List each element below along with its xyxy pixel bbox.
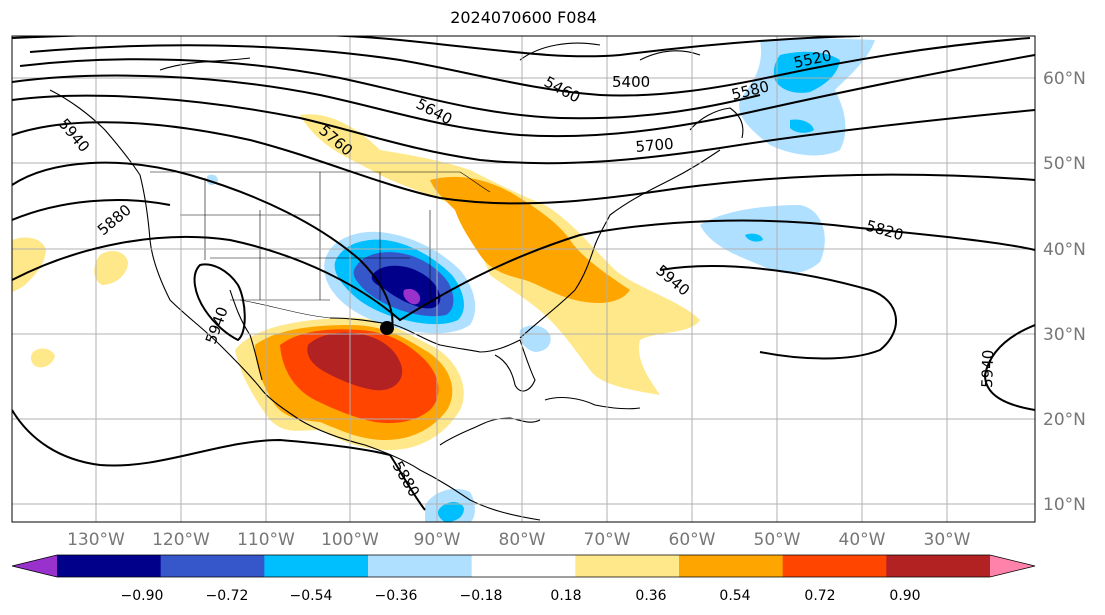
colorbar [11, 554, 1036, 578]
latitude-labels: 60°N 50°N 40°N 30°N 20°N 10°N [1043, 69, 1086, 515]
colorbar-outline [11, 554, 1036, 578]
latitude-label: 40°N [1043, 240, 1086, 260]
colorbar-segment [160, 555, 265, 577]
colorbar-segment [679, 555, 784, 577]
latitude-label: 20°N [1043, 410, 1086, 430]
longitude-label: 110°W [237, 530, 295, 550]
map-panel [12, 36, 1035, 522]
colorbar-segment [368, 555, 473, 577]
longitude-label: 60°W [669, 530, 716, 550]
longitude-label: 70°W [584, 530, 631, 550]
longitude-label: 120°W [152, 530, 210, 550]
map-border [11, 35, 1036, 523]
longitude-label: 40°W [839, 530, 886, 550]
colorbar-segment [264, 555, 369, 577]
height-contours [12, 36, 1035, 511]
latitude-label: 10°N [1043, 495, 1086, 515]
colorbar-tick-label: −0.90 [121, 588, 164, 604]
colorbar-tick-label: 0.36 [635, 588, 666, 604]
colorbar-tick-labels: −0.90 −0.72 −0.54 −0.36 −0.18 0.18 0.36 … [121, 588, 921, 604]
coastlines [49, 42, 744, 521]
colorbar-tick-label: −0.72 [206, 588, 249, 604]
colorbar-segment [886, 555, 991, 577]
colorbar-tick-label: 0.90 [889, 588, 920, 604]
longitude-label: 80°W [499, 530, 546, 550]
colorbar-arrow-high [990, 555, 1035, 577]
longitude-label: 90°W [414, 530, 461, 550]
colorbar-segment [575, 555, 680, 577]
colorbar-segment [57, 555, 162, 577]
colorbar-tick-label: 0.54 [719, 588, 750, 604]
map-title: 2024070600 F084 [450, 8, 597, 27]
colorbar-segment [782, 555, 887, 577]
contour-label: 5940 [978, 349, 997, 388]
longitude-label: 30°W [924, 530, 971, 550]
contour-label: 5700 [635, 135, 675, 156]
colorbar-arrow-low [12, 555, 57, 577]
longitude-labels: 130°W 120°W 110°W 100°W 90°W 80°W 70°W 6… [67, 530, 971, 550]
colorbar-segment [471, 555, 576, 577]
colorbar-tick-label: 0.72 [804, 588, 835, 604]
storm-center-marker [380, 321, 394, 335]
colorbar-tick-label: −0.36 [375, 588, 418, 604]
contour-label: 5400 [612, 73, 650, 91]
longitude-label: 50°W [754, 530, 801, 550]
latitude-label: 60°N [1043, 69, 1086, 89]
borders [150, 171, 491, 319]
latitude-label: 30°N [1043, 325, 1086, 345]
longitude-label: 130°W [67, 530, 125, 550]
latitude-label: 50°N [1043, 154, 1086, 174]
longitude-label: 100°W [321, 530, 379, 550]
colorbar-tick-label: −0.18 [460, 588, 503, 604]
colorbar-tick-label: −0.54 [290, 588, 333, 604]
colorbar-tick-label: 0.18 [550, 588, 581, 604]
